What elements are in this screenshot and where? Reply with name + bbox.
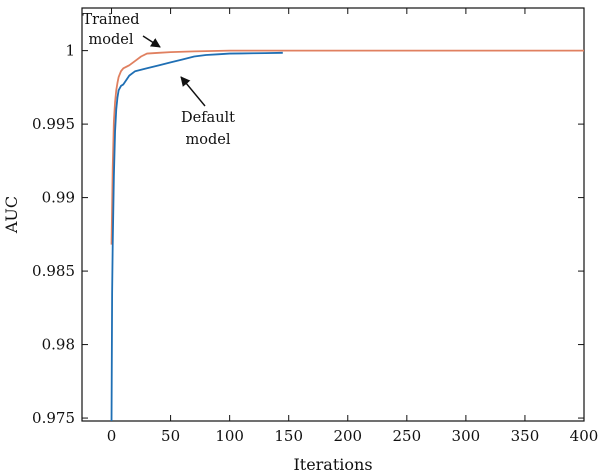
series-layer bbox=[110, 49, 584, 422]
annotations-layer: Trained model Default model bbox=[82, 12, 235, 148]
trained-model-line bbox=[110, 49, 584, 245]
y-tick-label: 0.995 bbox=[32, 115, 75, 133]
default-model-line bbox=[110, 51, 283, 422]
y-tick-label: 0.99 bbox=[42, 189, 75, 207]
x-tick-label: 150 bbox=[274, 427, 303, 445]
y-tick-label: 0.98 bbox=[42, 336, 75, 354]
y-tick-label: 1 bbox=[65, 42, 75, 60]
x-tick-label: 200 bbox=[333, 427, 362, 445]
x-tick-label: 50 bbox=[161, 427, 180, 445]
default-model-annotation-line1: Default bbox=[181, 110, 235, 126]
x-axis-title: Iterations bbox=[293, 455, 372, 474]
y-tick-label: 0.985 bbox=[32, 262, 75, 280]
x-tick-label: 400 bbox=[570, 427, 599, 445]
y-axis-title: AUC bbox=[2, 196, 21, 234]
x-tick-label: 250 bbox=[393, 427, 422, 445]
x-tick-label: 0 bbox=[107, 427, 117, 445]
x-tick-label: 300 bbox=[452, 427, 481, 445]
x-tick-label: 350 bbox=[511, 427, 540, 445]
default-model-arrow bbox=[180, 76, 206, 107]
trained-model-arrow bbox=[142, 35, 161, 48]
ticks-layer: 0 50 100 150 200 250 300 350 400 0.975 0.98 0.985 0.… bbox=[32, 8, 598, 445]
y-tick-label: 0.975 bbox=[32, 409, 75, 427]
default-model-annotation-line2: model bbox=[186, 132, 231, 148]
trained-model-annotation-line2: model bbox=[89, 32, 134, 48]
x-tick-label: 100 bbox=[215, 427, 244, 445]
plot-frame bbox=[81, 7, 585, 422]
trained-model-annotation-line1: Trained bbox=[82, 12, 139, 28]
